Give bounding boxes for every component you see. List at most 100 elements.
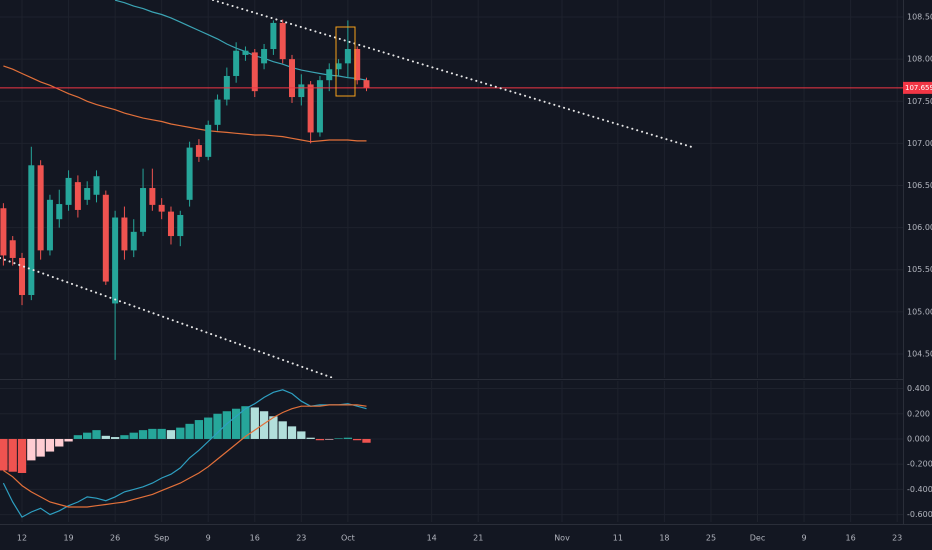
x-tick-label: 14 bbox=[427, 534, 437, 543]
candle-body bbox=[261, 49, 268, 64]
candle-body bbox=[84, 188, 91, 200]
histogram-bar bbox=[166, 430, 176, 439]
histogram-bar bbox=[185, 423, 194, 439]
histogram-bar bbox=[36, 438, 45, 457]
histogram-bar bbox=[157, 428, 166, 439]
y-tick-label: 0.000 bbox=[907, 434, 930, 443]
candle-body bbox=[298, 84, 305, 98]
histogram-bar bbox=[325, 438, 334, 440]
x-tick-label: 18 bbox=[659, 534, 669, 543]
candle-body bbox=[149, 188, 156, 205]
x-tick-label: Dec bbox=[750, 534, 765, 543]
macd-line bbox=[3, 404, 367, 508]
y-tick-label: 108.500 bbox=[907, 13, 932, 22]
histogram-bar bbox=[110, 437, 120, 439]
support-trendline bbox=[0, 257, 334, 378]
histogram-bar bbox=[287, 426, 297, 439]
candle-body bbox=[270, 22, 277, 50]
last-price-label: 107.659 bbox=[905, 84, 932, 92]
histogram-bar bbox=[176, 427, 185, 439]
candle-body bbox=[93, 176, 100, 195]
histogram-bar bbox=[362, 438, 371, 443]
y-tick-label: 107.000 bbox=[907, 139, 932, 148]
x-tick-label: Nov bbox=[554, 534, 570, 543]
x-tick-label: 11 bbox=[613, 534, 623, 543]
candle-body bbox=[56, 204, 63, 220]
candle-body bbox=[158, 204, 165, 212]
y-tick-label: 106.500 bbox=[907, 181, 932, 190]
candle-body bbox=[307, 84, 314, 133]
y-tick-label: 107.500 bbox=[907, 97, 932, 106]
histogram-bar bbox=[17, 438, 27, 473]
x-tick-label: 16 bbox=[250, 534, 260, 543]
candle-body bbox=[363, 80, 370, 88]
candle-body bbox=[335, 63, 342, 70]
histogram-bar bbox=[269, 416, 278, 439]
candle-body bbox=[354, 49, 361, 81]
histogram-bar bbox=[315, 438, 325, 441]
candle-body bbox=[121, 217, 128, 251]
x-tick-label: 23 bbox=[296, 534, 306, 543]
y-tick-label: 0.400 bbox=[907, 384, 930, 393]
y-tick-label: 105.000 bbox=[907, 307, 932, 316]
histogram-bar bbox=[213, 413, 222, 439]
candle-body bbox=[46, 199, 53, 251]
candle-body bbox=[112, 217, 119, 304]
histogram-bar bbox=[278, 421, 287, 439]
x-tick-label: Sep bbox=[154, 534, 169, 543]
x-tick-label: 12 bbox=[17, 534, 27, 543]
x-tick-label: 9 bbox=[802, 534, 807, 543]
candle-body bbox=[316, 80, 323, 133]
histogram-bar bbox=[222, 411, 231, 439]
candle-body bbox=[167, 211, 174, 237]
histogram-bar bbox=[101, 435, 110, 439]
histogram-bar bbox=[231, 408, 241, 439]
histogram-bar bbox=[27, 438, 36, 461]
candle-body bbox=[140, 188, 147, 232]
histogram-bar bbox=[194, 420, 204, 439]
histogram-bar bbox=[259, 411, 269, 439]
candle-body bbox=[233, 50, 240, 76]
histogram-bar bbox=[204, 417, 213, 439]
x-tick-label: 19 bbox=[63, 534, 73, 543]
histogram-bar bbox=[129, 432, 138, 439]
y-tick-label: -0.400 bbox=[907, 485, 932, 494]
histogram-bar bbox=[334, 438, 343, 439]
candle-body bbox=[0, 208, 7, 256]
candle-body bbox=[195, 145, 202, 157]
candle-body bbox=[177, 214, 184, 237]
candle-body bbox=[242, 50, 249, 55]
candle-body bbox=[130, 231, 137, 251]
x-tick-label: 23 bbox=[892, 534, 902, 543]
candle-body bbox=[74, 182, 81, 210]
candle-body bbox=[289, 59, 296, 98]
drawings bbox=[0, 0, 696, 378]
candle-body bbox=[205, 124, 212, 157]
candle-body bbox=[214, 99, 221, 125]
histogram-bar bbox=[306, 437, 315, 439]
histogram-bar bbox=[64, 438, 73, 442]
axis-layer: 12 19 26 Sep 9 16 23 Oct 14 21 Nov 11 18 25 Dec 9 16 23 10… bbox=[17, 13, 932, 543]
histogram-bar bbox=[353, 438, 362, 441]
x-tick-label: 9 bbox=[206, 534, 211, 543]
candle-body bbox=[279, 22, 286, 60]
candle-body bbox=[344, 49, 351, 64]
price-panel bbox=[0, 0, 903, 360]
y-tick-label: 105.500 bbox=[907, 265, 932, 274]
histogram-bar bbox=[0, 438, 8, 471]
candle-body bbox=[251, 52, 258, 92]
candle-body bbox=[186, 147, 193, 200]
y-tick-label: 106.000 bbox=[907, 223, 932, 232]
x-tick-label: 21 bbox=[473, 534, 483, 543]
macd-panel bbox=[0, 389, 371, 518]
y-tick-label: 0.200 bbox=[907, 409, 930, 418]
histogram-bar bbox=[120, 435, 129, 439]
y-tick-label: 104.500 bbox=[907, 349, 932, 358]
y-tick-label: 108.000 bbox=[907, 55, 932, 64]
x-tick-label: 26 bbox=[110, 534, 120, 543]
grid-layer bbox=[0, 0, 903, 522]
histogram-bar bbox=[148, 428, 157, 439]
